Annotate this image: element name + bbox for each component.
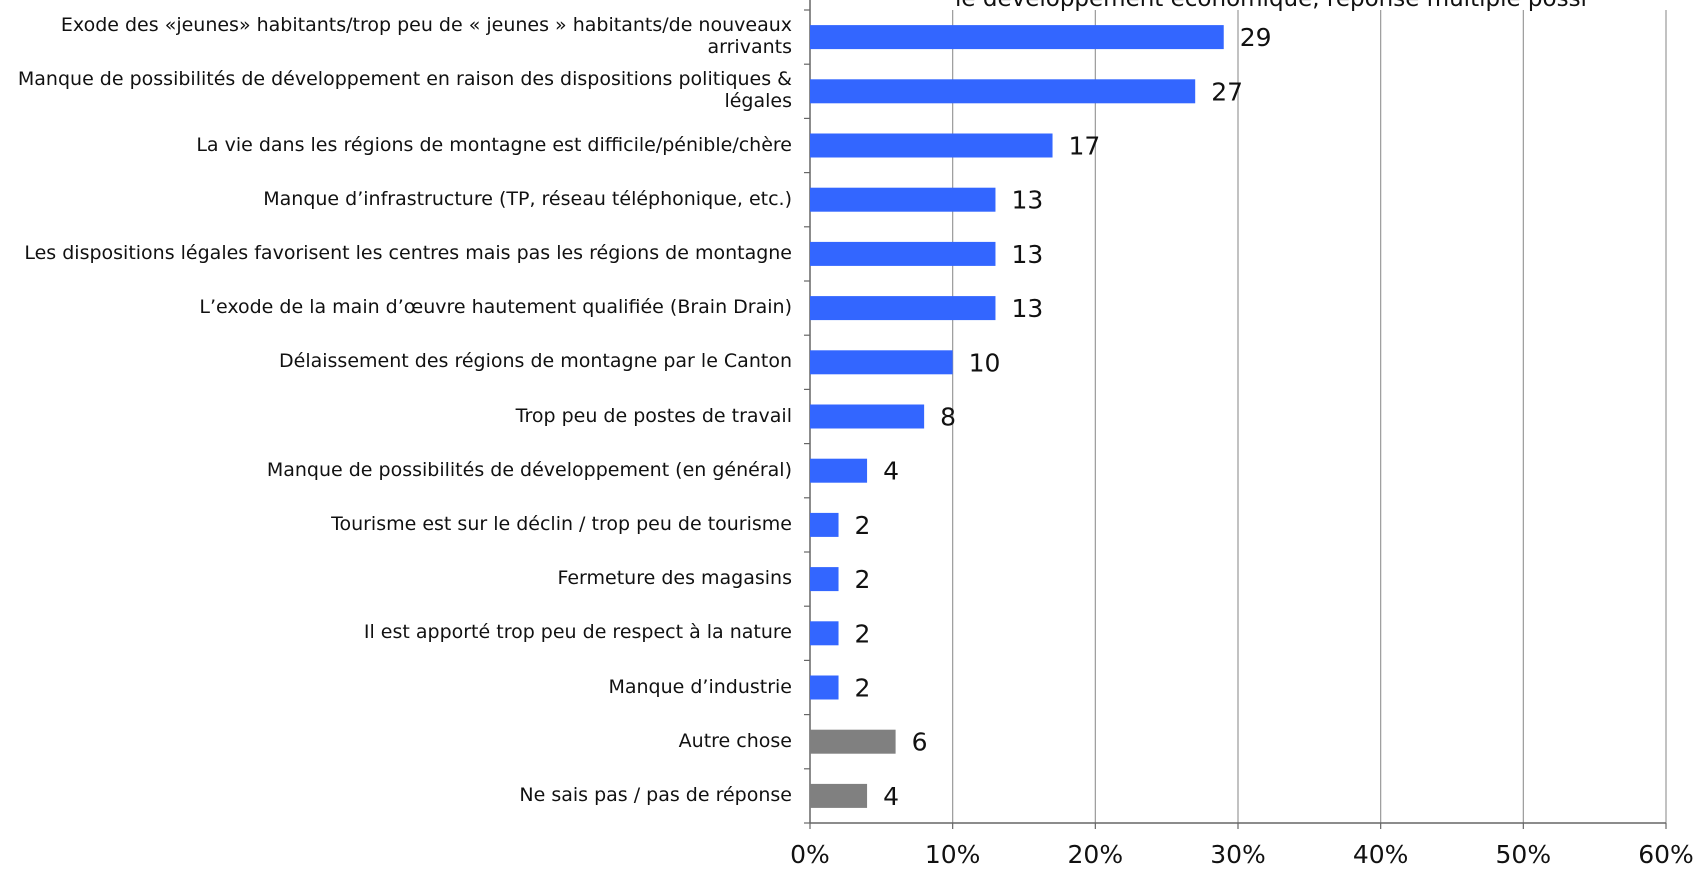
- chart-title: le développement économique, réponse mul…: [955, 0, 1587, 12]
- bar: [810, 621, 839, 646]
- value-label: 2: [855, 511, 871, 540]
- bar: [810, 567, 839, 592]
- bar: [810, 350, 953, 375]
- bar: [810, 79, 1196, 104]
- category-label: Ne sais pas / pas de réponse: [519, 783, 792, 806]
- value-label: 4: [883, 457, 899, 486]
- category-label: La vie dans les régions de montagne est …: [196, 133, 792, 156]
- x-tick-label: 50%: [1496, 840, 1552, 869]
- category-label: Manque d’infrastructure (TP, réseau télé…: [263, 187, 792, 210]
- bar: [810, 296, 996, 321]
- value-label: 2: [855, 674, 871, 703]
- value-label: 10: [969, 348, 1001, 377]
- category-label: Tourisme est sur le déclin / trop peu de…: [331, 512, 792, 535]
- category-label: Délaissement des régions de montagne par…: [279, 350, 792, 373]
- category-label: Exode des «jeunes» habitants/trop peu de…: [60, 14, 792, 59]
- category-label: Manque de possibilités de développement …: [17, 68, 792, 113]
- category-label: Fermeture des magasins: [557, 567, 792, 590]
- x-tick-label: 20%: [1068, 840, 1124, 869]
- category-label: Les dispositions légales favorisent les …: [24, 241, 792, 264]
- bar: [810, 512, 839, 537]
- value-label: 2: [855, 619, 871, 648]
- value-label: 27: [1211, 77, 1243, 106]
- category-label: Manque de possibilités de développement …: [266, 458, 792, 481]
- value-label: 2: [855, 565, 871, 594]
- bar: [810, 187, 996, 212]
- x-tick-label: 0%: [790, 840, 830, 869]
- value-label: 6: [912, 728, 928, 757]
- value-label: 29: [1240, 23, 1272, 52]
- category-label: Manque d’industrie: [608, 675, 792, 698]
- x-tick-label: 30%: [1210, 840, 1266, 869]
- bar: [810, 133, 1053, 158]
- category-label: L’exode de la main d’œuvre hautement qua…: [199, 296, 792, 319]
- bar: [810, 783, 868, 808]
- x-tick-label: 40%: [1353, 840, 1409, 869]
- bar: [810, 404, 925, 429]
- bar: [810, 25, 1224, 50]
- bar: [810, 729, 896, 754]
- category-label: Il est apporté trop peu de respect à la …: [363, 621, 792, 644]
- value-label: 8: [940, 403, 956, 432]
- x-tick-label: 10%: [925, 840, 981, 869]
- value-label: 4: [883, 782, 899, 811]
- category-label: Trop peu de postes de travail: [515, 404, 792, 427]
- bar: [810, 458, 868, 483]
- bar: [810, 675, 839, 700]
- value-label: 13: [1011, 294, 1043, 323]
- value-label: 17: [1069, 132, 1101, 161]
- x-tick-label: 60%: [1638, 840, 1694, 869]
- value-label: 13: [1011, 240, 1043, 269]
- category-label: Autre chose: [678, 729, 792, 752]
- value-label: 13: [1011, 186, 1043, 215]
- bar: [810, 241, 996, 266]
